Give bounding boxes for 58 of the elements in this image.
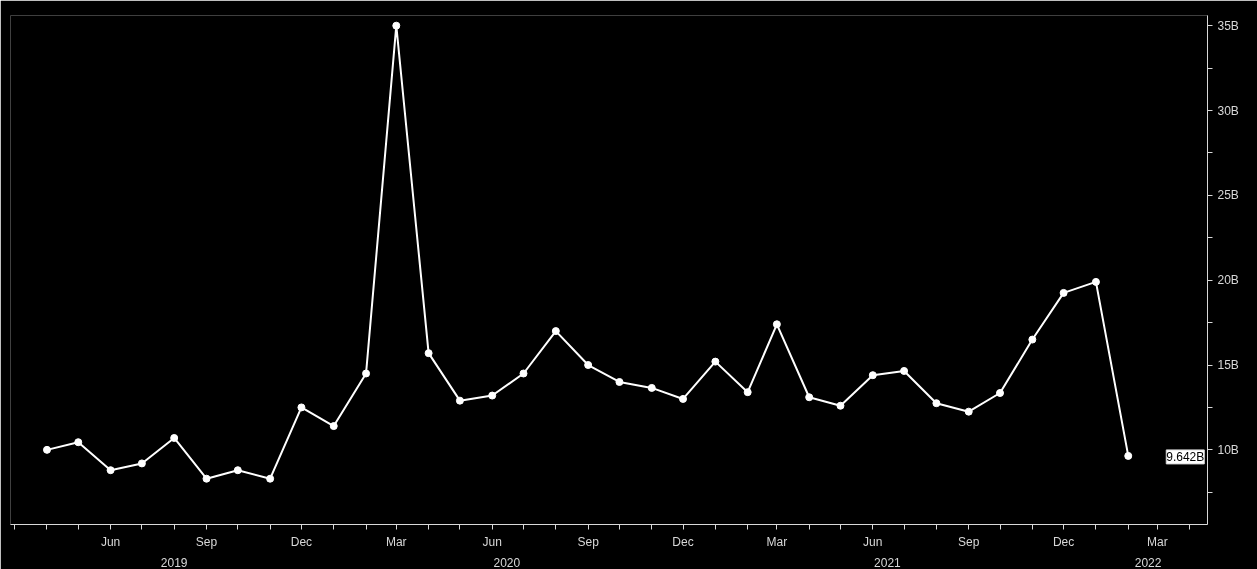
point xyxy=(297,403,306,412)
point xyxy=(202,474,211,483)
point xyxy=(392,21,401,30)
x2-tick-label: 2019 xyxy=(160,555,188,569)
y-tick-label: 15B xyxy=(1217,358,1239,373)
point xyxy=(868,371,877,380)
point xyxy=(424,349,433,358)
point xyxy=(743,388,752,397)
x-tick-label: Dec xyxy=(290,534,313,549)
point xyxy=(615,377,624,386)
x-tick-label: Mar xyxy=(1147,534,1168,549)
x-tick-label: Jun xyxy=(100,534,121,549)
point xyxy=(1091,277,1100,286)
point xyxy=(932,399,941,408)
point xyxy=(679,394,688,403)
point xyxy=(42,445,51,454)
x2-tick-label: 2020 xyxy=(493,555,521,569)
point xyxy=(1124,451,1133,460)
point xyxy=(329,422,338,431)
point xyxy=(106,466,115,475)
point xyxy=(233,466,242,475)
x-tick-label: Jun xyxy=(482,534,502,549)
x-tick-label: Mar xyxy=(766,534,788,549)
point xyxy=(519,369,528,378)
x-tick-label: Sep xyxy=(958,534,980,549)
point xyxy=(1028,335,1037,344)
x-tick-label: Sep xyxy=(195,534,218,549)
point xyxy=(1059,288,1068,297)
x-tick-label: Mar xyxy=(385,534,407,549)
point xyxy=(772,320,781,329)
point xyxy=(266,474,275,483)
point xyxy=(137,459,146,468)
point xyxy=(455,396,464,405)
x-tick-label: Dec xyxy=(672,534,694,549)
y-tick-label: 10B xyxy=(1217,442,1239,457)
point xyxy=(488,391,497,400)
point xyxy=(362,369,371,378)
y-tick-label: 35B xyxy=(1217,18,1239,33)
annotation: 9.642B xyxy=(1166,449,1205,464)
x2-tick-label: 2021 xyxy=(874,555,902,569)
point xyxy=(900,366,909,375)
y-tick-label: 20B xyxy=(1217,273,1239,288)
point xyxy=(996,389,1005,397)
point xyxy=(74,438,83,447)
point xyxy=(551,327,560,336)
point xyxy=(647,383,656,392)
point xyxy=(711,357,720,366)
x-tick-label: Jun xyxy=(863,534,883,549)
y-tick-label: 30B xyxy=(1217,103,1239,118)
point xyxy=(170,433,179,442)
point xyxy=(805,393,814,402)
point xyxy=(836,401,845,410)
x2-tick-label: 2022 xyxy=(1134,555,1162,569)
y-tick-label: 25B xyxy=(1217,188,1239,203)
point xyxy=(964,407,973,416)
x-tick-label: Sep xyxy=(577,534,600,549)
x-tick-label: Dec xyxy=(1052,534,1075,549)
point xyxy=(584,361,593,370)
